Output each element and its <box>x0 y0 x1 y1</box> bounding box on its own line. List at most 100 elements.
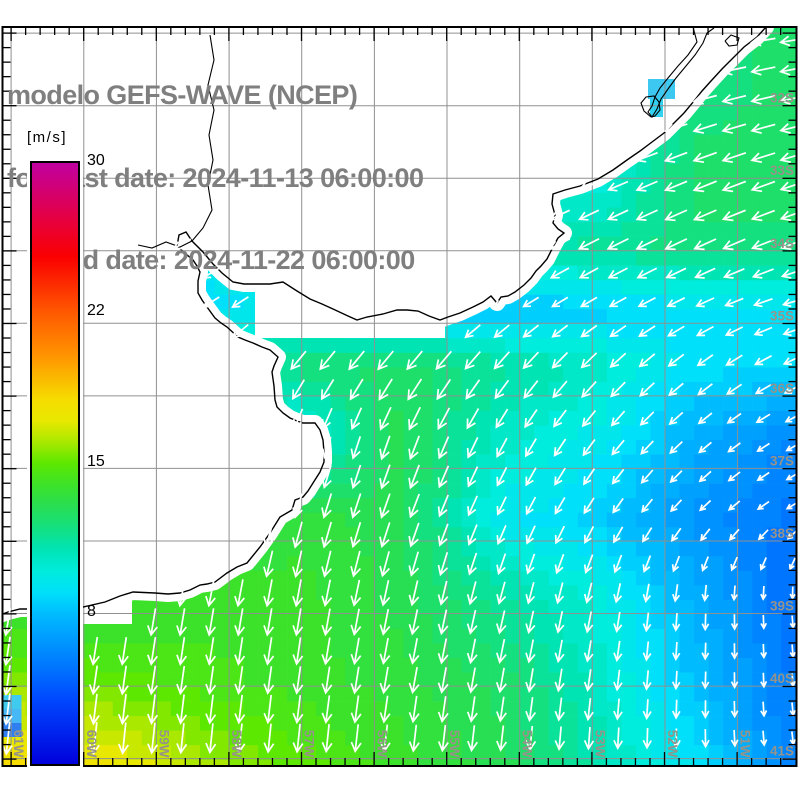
wind-vector <box>760 730 768 747</box>
wind-vector <box>672 584 681 603</box>
lon-label: 54W <box>520 730 535 758</box>
wind-vector <box>549 267 570 279</box>
wind-vector <box>610 410 626 427</box>
wind-vector <box>782 357 797 366</box>
wind-vector <box>727 442 741 453</box>
wind-vector <box>466 638 478 665</box>
wind-vector <box>721 93 747 105</box>
lat-label: 37S <box>770 453 794 468</box>
wind-vector <box>553 438 567 457</box>
wind-vector <box>580 352 598 369</box>
wind-vector <box>321 521 333 549</box>
wind-vector <box>730 556 738 572</box>
wind-vector <box>205 723 217 755</box>
wind-vector <box>701 556 709 573</box>
wind-vector <box>753 326 773 337</box>
wind-vector <box>551 324 569 338</box>
wind-vector <box>642 699 652 721</box>
wind-vector <box>263 637 275 666</box>
wind-vector <box>750 180 776 193</box>
wind-vector <box>234 608 246 637</box>
wind-vector <box>578 267 599 279</box>
wind-vector <box>205 579 216 608</box>
wind-vector <box>552 380 568 399</box>
wind-vector <box>664 238 688 251</box>
lon-label: 60W <box>84 730 99 758</box>
wind-vector <box>780 269 797 279</box>
lat-label: 33S <box>770 163 794 178</box>
wind-vector <box>672 613 681 632</box>
wind-vector <box>172 238 192 250</box>
wind-vector <box>642 727 652 750</box>
wind-vector <box>176 608 187 637</box>
lon-label: 53W <box>592 730 607 758</box>
wind-vector <box>750 209 775 222</box>
wind-vector <box>379 435 391 461</box>
inland-waters <box>137 27 740 249</box>
wind-vector <box>548 209 571 221</box>
wind-vector <box>147 694 159 726</box>
wind-vector <box>201 267 220 279</box>
wind-vector <box>669 440 683 455</box>
wind-vector <box>730 585 738 602</box>
wind-vector <box>613 669 623 692</box>
wind-vector <box>756 471 770 482</box>
wind-vector <box>321 637 333 666</box>
wind-vector <box>779 210 797 222</box>
wind-vector <box>437 696 449 724</box>
wind-vector <box>779 93 797 105</box>
wind-vector <box>466 552 478 576</box>
wind-vector <box>379 666 391 695</box>
wind-vector <box>693 238 717 251</box>
wind-vector <box>701 729 710 749</box>
wind-vector <box>701 642 710 661</box>
wind-vector <box>613 554 623 574</box>
wind-vector <box>377 350 394 371</box>
title-model: modelo GEFS-WAVE (NCEP) <box>7 80 358 110</box>
wind-vector <box>117 636 129 667</box>
wind-vector <box>642 612 652 633</box>
wind-vector <box>760 701 768 718</box>
wind-vector <box>408 609 420 636</box>
wind-vector <box>756 500 770 511</box>
lat-label: 40S <box>770 671 794 686</box>
wind-vector <box>525 639 536 664</box>
wind-vector <box>437 494 449 518</box>
wind-vector <box>408 724 420 753</box>
wind-vector <box>234 723 246 754</box>
wind-vector <box>669 470 683 484</box>
wind-vector <box>583 640 594 663</box>
wind-vector <box>613 698 623 721</box>
wind-vector <box>525 467 537 487</box>
wind-vector <box>554 639 565 664</box>
wind-vector <box>666 325 685 337</box>
wind-vector <box>379 695 391 724</box>
wind-vector <box>493 351 510 370</box>
wind-vector <box>554 611 565 634</box>
wind-vector <box>641 498 654 513</box>
wind-vector <box>292 723 304 754</box>
wind-vector <box>670 527 682 543</box>
wind-vector <box>583 669 594 692</box>
river-lagoon-line <box>137 240 193 249</box>
wind-vector <box>664 209 688 222</box>
wind-vector <box>778 35 797 47</box>
wind-vector <box>350 493 362 519</box>
wind-vector <box>525 668 536 693</box>
wind-vector <box>700 528 711 542</box>
wind-vector <box>349 378 364 401</box>
wind-vector <box>695 297 715 308</box>
wind-vector <box>379 464 391 490</box>
wind-vector <box>671 699 681 720</box>
wind-vector <box>756 442 770 452</box>
wind-vector <box>88 636 100 667</box>
wind-vector <box>321 608 333 637</box>
wind-vector <box>350 724 362 754</box>
colorbar-unit-label: [m/s] <box>27 129 67 146</box>
wind-vector <box>613 727 624 750</box>
wind-vector <box>692 209 717 222</box>
wind-vector <box>613 611 623 633</box>
wind-vector <box>263 694 275 725</box>
wind-vector <box>467 725 478 753</box>
lon-label: 52W <box>665 730 680 758</box>
